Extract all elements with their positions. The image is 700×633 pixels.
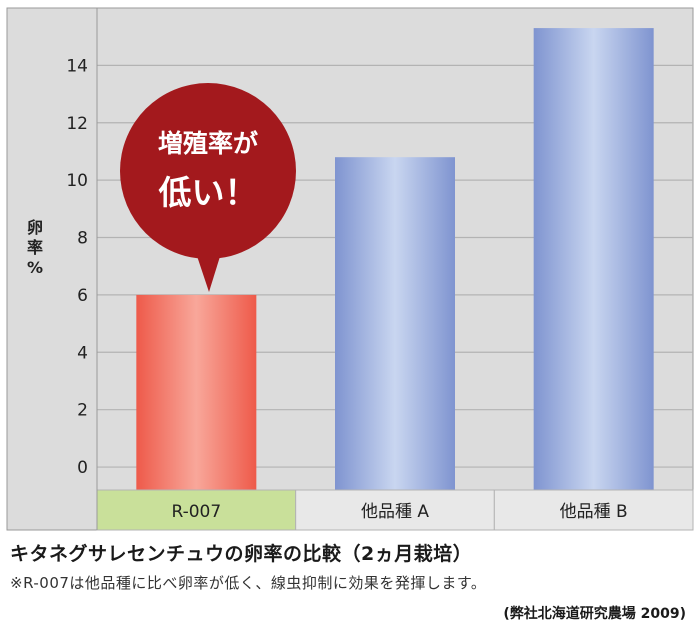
y-axis-label: 卵率% (22, 218, 48, 278)
category-label: 他品種 B (560, 502, 628, 522)
bar-1 (136, 294, 257, 490)
annotation-bubble (120, 83, 296, 292)
caption-source: (弊社北海道研究農場 2009) (503, 606, 686, 622)
y-tick-label: 14 (66, 56, 88, 76)
y-tick-label: 8 (77, 229, 88, 249)
category-cell (493, 489, 694, 531)
category-label: R-007 (171, 502, 221, 522)
y-tick-label: 2 (77, 401, 88, 421)
annotation-line1: 増殖率が (157, 129, 258, 158)
bubble-circle (120, 83, 296, 259)
category-cell (295, 489, 495, 531)
category-cell (96, 489, 297, 531)
y-tick-labels: 0 2 4 6 8 10 12 14 (66, 56, 88, 478)
annotation-line2: 低い！ (158, 173, 258, 212)
bars (136, 28, 654, 490)
bubble-pointer (195, 250, 222, 292)
y-tick-label: 0 (77, 458, 88, 478)
y-tick-label: 4 (77, 343, 88, 363)
bar-3 (533, 28, 654, 490)
bar-2 (335, 157, 455, 490)
caption-note: ※R-007は他品種に比べ卵率が低く、線虫抑制に効果を発揮します。 (10, 574, 487, 592)
y-tick-label: 6 (77, 286, 88, 306)
category-label: 他品種 A (361, 502, 429, 522)
y-axis-label-char: 率 (26, 238, 43, 257)
y-axis-label-char: 卵 (26, 218, 43, 237)
y-tick-label: 10 (66, 171, 88, 191)
caption-title: キタネグサレセンチュウの卵率の比較（2ヵ月栽培） (10, 543, 473, 565)
chart: 0 2 4 6 8 10 12 14 R-007 他品種 A 他品種 B (6, 7, 694, 531)
y-axis-label-char: % (26, 258, 44, 277)
y-tick-label: 12 (66, 114, 88, 134)
category-strip: R-007 他品種 A 他品種 B (96, 489, 694, 531)
